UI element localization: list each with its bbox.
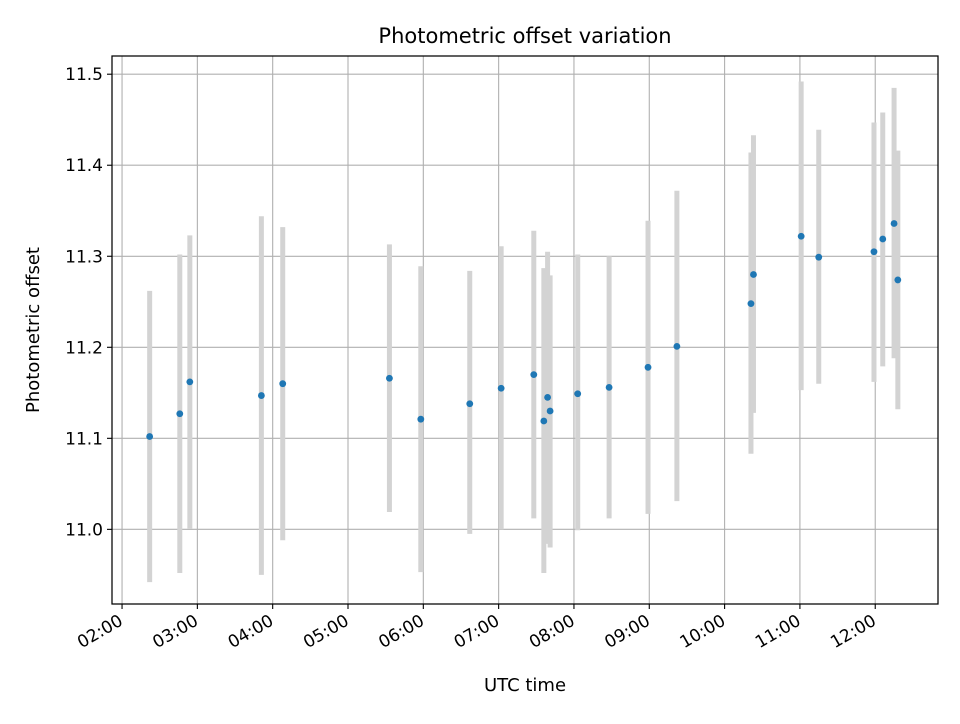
data-point: [747, 300, 755, 308]
x-tick-label: 05:00: [300, 611, 352, 653]
data-point: [546, 407, 554, 415]
data-point: [146, 433, 154, 440]
y-tick-label: 11.0: [65, 520, 103, 540]
data-point: [894, 276, 902, 284]
x-tick-label: 02:00: [74, 611, 126, 653]
data-point: [879, 235, 887, 243]
data-point: [497, 384, 505, 392]
x-tick-label: 12:00: [827, 611, 879, 653]
data-point: [279, 380, 287, 388]
x-tick-label: 10:00: [677, 611, 729, 653]
x-tick-label: 11:00: [752, 611, 804, 653]
plot-frame: [111, 55, 939, 605]
y-tick-label: 11.3: [65, 247, 103, 267]
chart-title: Photometric offset variation: [378, 24, 671, 48]
data-point: [417, 415, 425, 423]
x-tick-label: 06:00: [375, 611, 427, 653]
tick-layer: 02:00 03:00 04:00 05:00 06:00 07:00 08:00 09:00…: [65, 65, 880, 653]
data-point: [466, 400, 474, 408]
x-tick-label: 07:00: [451, 611, 503, 653]
data-point: [870, 248, 878, 256]
data-point: [644, 363, 652, 371]
y-tick-label: 11.2: [65, 338, 103, 358]
y-axis-label: Photometric offset: [23, 247, 44, 413]
data-point: [530, 371, 538, 379]
point-layer: [146, 220, 902, 440]
x-tick-label: 04:00: [225, 611, 277, 653]
data-point: [176, 410, 184, 418]
y-tick-label: 11.5: [65, 65, 103, 85]
data-point: [890, 220, 898, 227]
data-point: [815, 253, 823, 261]
data-point: [544, 393, 551, 401]
x-tick-label: 09:00: [601, 611, 653, 653]
data-point: [673, 342, 681, 350]
data-point: [540, 417, 548, 425]
x-tick-label: 08:00: [526, 611, 578, 653]
data-point: [257, 392, 265, 399]
data-point: [750, 271, 757, 278]
y-tick-label: 11.1: [65, 429, 103, 449]
grid-layer: [112, 56, 938, 604]
x-axis-label: UTC time: [484, 675, 566, 696]
errorbar-layer: [147, 81, 901, 583]
data-point: [797, 232, 805, 240]
x-tick-label: 03:00: [149, 611, 201, 653]
data-point: [386, 374, 393, 382]
data-point: [605, 383, 613, 391]
data-point: [186, 378, 194, 386]
y-tick-label: 11.4: [65, 156, 103, 176]
data-point: [574, 390, 582, 398]
